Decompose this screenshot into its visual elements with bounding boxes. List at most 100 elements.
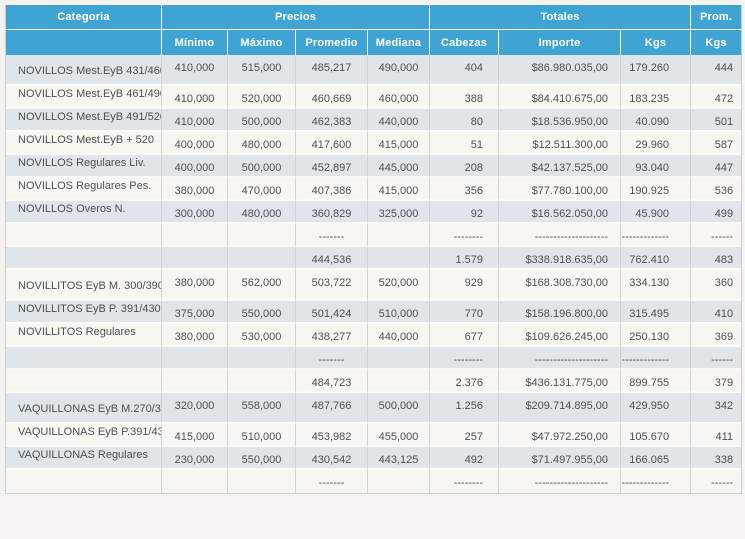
cell-kgs: 166.065 <box>621 447 692 470</box>
cell-cabezas: 388 <box>430 86 500 109</box>
cell-mediana <box>368 470 431 493</box>
cell-importe: $16.562.050,00 <box>499 201 622 224</box>
cell-kgs: 334.130 <box>621 270 692 301</box>
cell-maximo: 470,000 <box>228 178 296 201</box>
cell-maximo: 480,000 <box>228 132 296 155</box>
cell-importe: $158.196.800,00 <box>499 301 622 324</box>
cell-prom-kgs: 410 <box>691 301 742 324</box>
cell-minimo: 415,000 <box>162 424 228 447</box>
header-cabezas: Cabezas <box>430 30 500 55</box>
cell-promedio: 444,536 <box>296 247 368 270</box>
cell-cabezas: 770 <box>430 301 500 324</box>
cell-promedio: 360,829 <box>296 201 368 224</box>
cell-cabezas: 208 <box>430 155 500 178</box>
cell-kgs: 899.755 <box>621 370 692 393</box>
cell-mediana: 445,000 <box>368 155 431 178</box>
cell-minimo: 380,000 <box>162 178 228 201</box>
cell-cabezas: -------- <box>430 224 500 247</box>
cell-kgs: 250.130 <box>621 324 692 347</box>
cell-categoria <box>6 247 162 270</box>
cell-minimo: 380,000 <box>162 324 228 347</box>
cell-prom-kgs: 444 <box>691 55 742 86</box>
cell-kgs: 179.260 <box>621 55 692 86</box>
cell-cabezas: 929 <box>430 270 500 301</box>
cell-minimo: 375,000 <box>162 301 228 324</box>
cell-kgs: 762.410 <box>621 247 692 270</box>
cell-categoria: VAQUILLONAS Regulares <box>6 447 162 470</box>
cell-minimo: 410,000 <box>162 109 228 132</box>
cell-kgs: 190.925 <box>621 178 692 201</box>
cell-promedio: 503,722 <box>296 270 368 301</box>
cell-minimo: 410,000 <box>162 55 228 86</box>
cell-minimo <box>162 370 228 393</box>
cell-cabezas: 2.376 <box>430 370 500 393</box>
cell-categoria: NOVILLOS Mest.EyB + 520 <box>6 132 162 155</box>
cell-cabezas: 92 <box>430 201 500 224</box>
cell-prom-kgs: 411 <box>691 424 742 447</box>
cell-importe: $47.972.250,00 <box>499 424 622 447</box>
cell-categoria: NOVILLITOS EyB P. 391/430 <box>6 301 162 324</box>
cell-importe: $209.714.895,00 <box>499 393 622 424</box>
cell-cabezas: 356 <box>430 178 500 201</box>
cell-cabezas: -------- <box>430 470 500 493</box>
cell-minimo: 400,000 <box>162 132 228 155</box>
table-row: ------- -------- -------------------- --… <box>6 470 742 493</box>
cell-minimo <box>162 347 228 370</box>
cell-minimo <box>162 470 228 493</box>
header-group-precios: Precios <box>162 5 431 30</box>
cell-minimo <box>162 247 228 270</box>
cell-maximo: 562,000 <box>228 270 296 301</box>
cell-promedio: 407,386 <box>296 178 368 201</box>
cell-mediana <box>368 224 431 247</box>
cell-promedio: 430,542 <box>296 447 368 470</box>
header-categoria: Categoria <box>6 5 162 30</box>
cell-cabezas: 404 <box>430 55 500 86</box>
table-row: NOVILLOS Regulares Pes. 380,000 470,000 … <box>6 178 742 201</box>
cell-maximo: 558,000 <box>228 393 296 424</box>
cell-prom-kgs: 472 <box>691 86 742 109</box>
cell-categoria <box>6 224 162 247</box>
table-row: NOVILLOS Mest.EyB 491/520 410,000 500,00… <box>6 109 742 132</box>
cell-mediana: 490,000 <box>368 55 431 86</box>
cell-cabezas: -------- <box>430 347 500 370</box>
cell-mediana <box>368 347 431 370</box>
cell-importe: -------------------- <box>499 470 622 493</box>
cell-mediana: 443,125 <box>368 447 431 470</box>
cell-kgs: 29.960 <box>621 132 692 155</box>
cell-maximo: 500,000 <box>228 109 296 132</box>
table-row: 444,536 1.579 $338.918.635,00 762.410 48… <box>6 247 742 270</box>
table-row: NOVILLOS Mest.EyB + 520 400,000 480,000 … <box>6 132 742 155</box>
cell-mediana <box>368 370 431 393</box>
cell-importe: $18.536.950,00 <box>499 109 622 132</box>
cell-promedio: 452,897 <box>296 155 368 178</box>
cell-importe: $86.980.035,00 <box>499 55 622 86</box>
cell-prom-kgs: 338 <box>691 447 742 470</box>
cell-mediana: 440,000 <box>368 109 431 132</box>
table-body: NOVILLOS Mest.EyB 431/460 410,000 515,00… <box>6 55 742 493</box>
cell-cabezas: 80 <box>430 109 500 132</box>
cell-kgs: ------------- <box>621 470 692 493</box>
cell-importe: $84.410.675,00 <box>499 86 622 109</box>
table-row: NOVILLOS Mest.EyB 461/490 410,000 520,00… <box>6 86 742 109</box>
cell-cabezas: 1.256 <box>430 393 500 424</box>
cell-importe: $338.918.635,00 <box>499 247 622 270</box>
cell-minimo: 380,000 <box>162 270 228 301</box>
cell-importe: -------------------- <box>499 347 622 370</box>
header-group-prom: Prom. <box>691 5 742 30</box>
cell-prom-kgs: 483 <box>691 247 742 270</box>
table-row: 484,723 2.376 $436.131.775,00 899.755 37… <box>6 370 742 393</box>
cell-importe: $42.137.525,00 <box>499 155 622 178</box>
cell-maximo: 510,000 <box>228 424 296 447</box>
cell-prom-kgs: 342 <box>691 393 742 424</box>
table-row: ------- -------- -------------------- --… <box>6 347 742 370</box>
cell-mediana: 510,000 <box>368 301 431 324</box>
table-row: NOVILLITOS Regulares 380,000 530,000 438… <box>6 324 742 347</box>
cell-mediana: 460,000 <box>368 86 431 109</box>
cell-maximo: 480,000 <box>228 201 296 224</box>
cell-kgs: 105.670 <box>621 424 692 447</box>
cell-maximo <box>228 247 296 270</box>
header-mediana: Mediana <box>368 30 431 55</box>
cell-importe: $436.131.775,00 <box>499 370 622 393</box>
cell-categoria: NOVILLITOS EyB M. 300/390 <box>6 270 162 301</box>
